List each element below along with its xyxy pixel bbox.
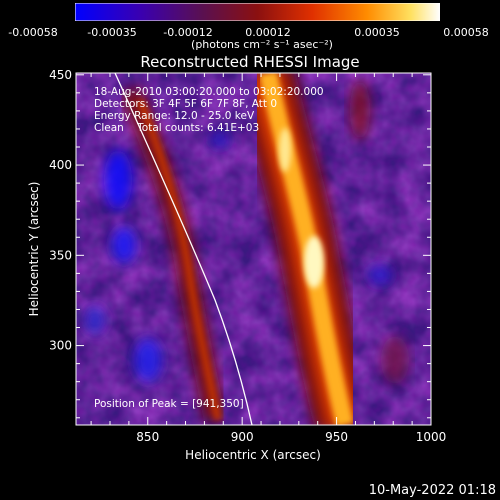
axis-ticks: 850 900 950 1000 300 350 400 450 (49, 68, 446, 444)
y-tick-label: 300 (49, 339, 72, 353)
solar-limb-line (114, 73, 253, 425)
x-axis-label: Heliocentric X (arcsec) (185, 448, 321, 462)
x-tick-label: 900 (231, 430, 254, 444)
annotation-line: 18-Aug-2010 03:00:20.000 to 03:02:20.000 (94, 86, 324, 98)
timestamp: 10-May-2022 01:18 (368, 483, 496, 498)
annotation-line: Detectors: 3F 4F 5F 6F 7F 8F, Att 0 (94, 98, 277, 110)
x-tick-label: 950 (325, 430, 348, 444)
peak-position-label: Position of Peak = [941,350] (94, 398, 244, 410)
y-axis-label: Heliocentric Y (arcsec) (27, 182, 41, 317)
colorbar (75, 3, 440, 21)
annotation-line: Energy Range: 12.0 - 25.0 keV (94, 110, 255, 122)
y-tick-label: 450 (49, 68, 72, 82)
x-tick-label: 1000 (416, 430, 447, 444)
heatmap-image (76, 73, 431, 425)
y-tick-label: 400 (49, 158, 72, 172)
chart-title: Reconstructed RHESSI Image (140, 53, 360, 71)
annotation-line: Clean Total counts: 6.41E+03 (94, 122, 259, 134)
y-tick-label: 350 (49, 248, 72, 262)
x-tick-label: 850 (136, 430, 159, 444)
plot-frame (75, 72, 432, 426)
